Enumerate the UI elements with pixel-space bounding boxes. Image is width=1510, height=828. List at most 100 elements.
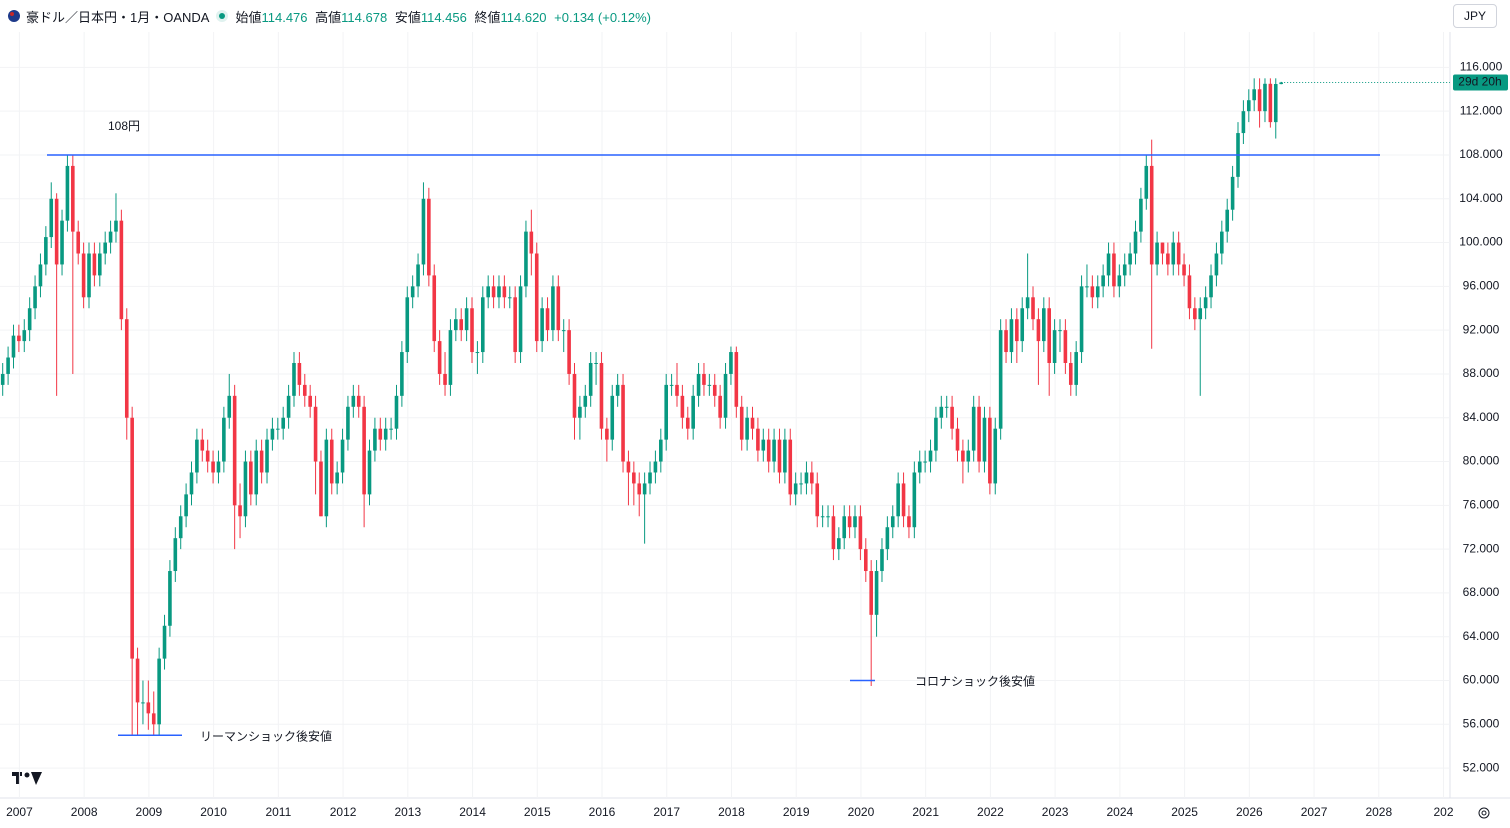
x-tick-label: 2024 [1107, 805, 1134, 819]
countdown: 29d 20h [1458, 75, 1501, 89]
candle-body [637, 483, 642, 495]
candle-body [205, 450, 210, 462]
candle-body [1149, 165, 1154, 265]
price-tag [1453, 74, 1508, 91]
candle-body [464, 308, 469, 331]
symbol[interactable]: 豪ドル／日本円・1月・OANDA [26, 9, 210, 25]
x-tick-label: 2027 [1301, 805, 1328, 819]
candle-body [890, 516, 895, 528]
candle-body [1155, 242, 1159, 265]
candle-body [1273, 84, 1278, 123]
candle-body [27, 308, 32, 331]
candle-body [772, 439, 776, 462]
candle-body [335, 472, 339, 484]
x-tick-label: 2023 [1042, 805, 1069, 819]
candle-body [141, 702, 145, 704]
candle-body [491, 286, 496, 298]
candle-body [1160, 242, 1165, 254]
candle-body [76, 231, 81, 254]
candle-body [804, 472, 809, 484]
candle-body [923, 461, 927, 463]
candle-body [286, 395, 291, 418]
candle-body [1079, 286, 1084, 353]
candle-body [1133, 231, 1138, 254]
y-tick-label: 52.000 [1463, 760, 1500, 774]
candle-body [988, 417, 992, 484]
candle-body [1182, 264, 1186, 276]
candle-body [507, 297, 512, 299]
candle-body [0, 373, 5, 385]
candle-body [49, 198, 54, 238]
candle-body [1090, 286, 1095, 298]
x-tick-label: 2017 [653, 805, 680, 819]
annotation-text: コロナショック後安値 [915, 674, 1035, 689]
candle-body [119, 220, 124, 320]
x-tick-label: 2022 [977, 805, 1004, 819]
candle-body [11, 335, 16, 358]
x-tick-label: 202 [1434, 805, 1454, 819]
candle-body [454, 319, 458, 331]
candle-body [259, 450, 264, 473]
candle-body [1257, 89, 1262, 112]
candle-body [502, 286, 507, 298]
candle-body [38, 264, 43, 287]
candle-body [621, 384, 625, 462]
candle-body [750, 417, 755, 429]
candle-body [54, 198, 59, 265]
candle-body [1106, 253, 1111, 276]
candle-body [826, 516, 830, 518]
candle-body [437, 341, 442, 374]
candle-body [567, 330, 571, 374]
y-tick-label: 84.000 [1463, 410, 1500, 424]
candle-body [281, 417, 286, 429]
x-tick-label: 2013 [394, 805, 421, 819]
candle-body [1166, 253, 1170, 265]
currency-button[interactable]: JPY [1453, 4, 1497, 28]
x-tick-label: 2020 [848, 805, 875, 819]
candle-body [815, 483, 820, 517]
candle-body [642, 483, 647, 495]
y-tick-label: 104.000 [1459, 191, 1503, 205]
candle-body [524, 231, 528, 287]
candle-body [756, 428, 760, 451]
candle-body [308, 395, 312, 407]
y-tick-label: 56.000 [1463, 716, 1500, 730]
candle-body [173, 538, 178, 572]
candle-body [486, 286, 490, 298]
candle-body [497, 286, 501, 298]
candle-body [178, 516, 183, 539]
candle-body [934, 417, 938, 451]
candle-body [1009, 319, 1014, 353]
candle-body [421, 198, 426, 265]
candle-body [1203, 297, 1208, 309]
candle-body [480, 297, 485, 353]
x-tick-label: 2026 [1236, 805, 1263, 819]
y-tick-label: 80.000 [1463, 454, 1500, 468]
candle-body [265, 439, 269, 473]
candle-body [669, 384, 674, 386]
candle-body [680, 395, 685, 418]
settings-icon [1478, 807, 1490, 819]
candle-body [1214, 253, 1219, 276]
candle-body [373, 428, 377, 451]
y-tick-label: 60.000 [1463, 673, 1500, 687]
x-tick-label: 2008 [71, 805, 98, 819]
candle-body [718, 395, 722, 418]
candle-body [675, 384, 679, 396]
candle-body [65, 165, 70, 221]
ohlc-label: 高値 [315, 9, 342, 25]
candle-body [351, 395, 356, 407]
candle-body [1112, 253, 1116, 287]
candle-body [6, 357, 10, 374]
candle-body [1144, 165, 1149, 199]
candle-body [610, 395, 615, 440]
candle-body [416, 264, 420, 287]
candle-body [729, 352, 733, 374]
y-tick-label: 96.000 [1463, 279, 1500, 293]
y-tick-label: 112.000 [1460, 103, 1503, 117]
candle-body [1236, 133, 1240, 177]
candle-body [1139, 198, 1143, 232]
candle-body [556, 286, 561, 331]
candle-body [1117, 275, 1122, 287]
